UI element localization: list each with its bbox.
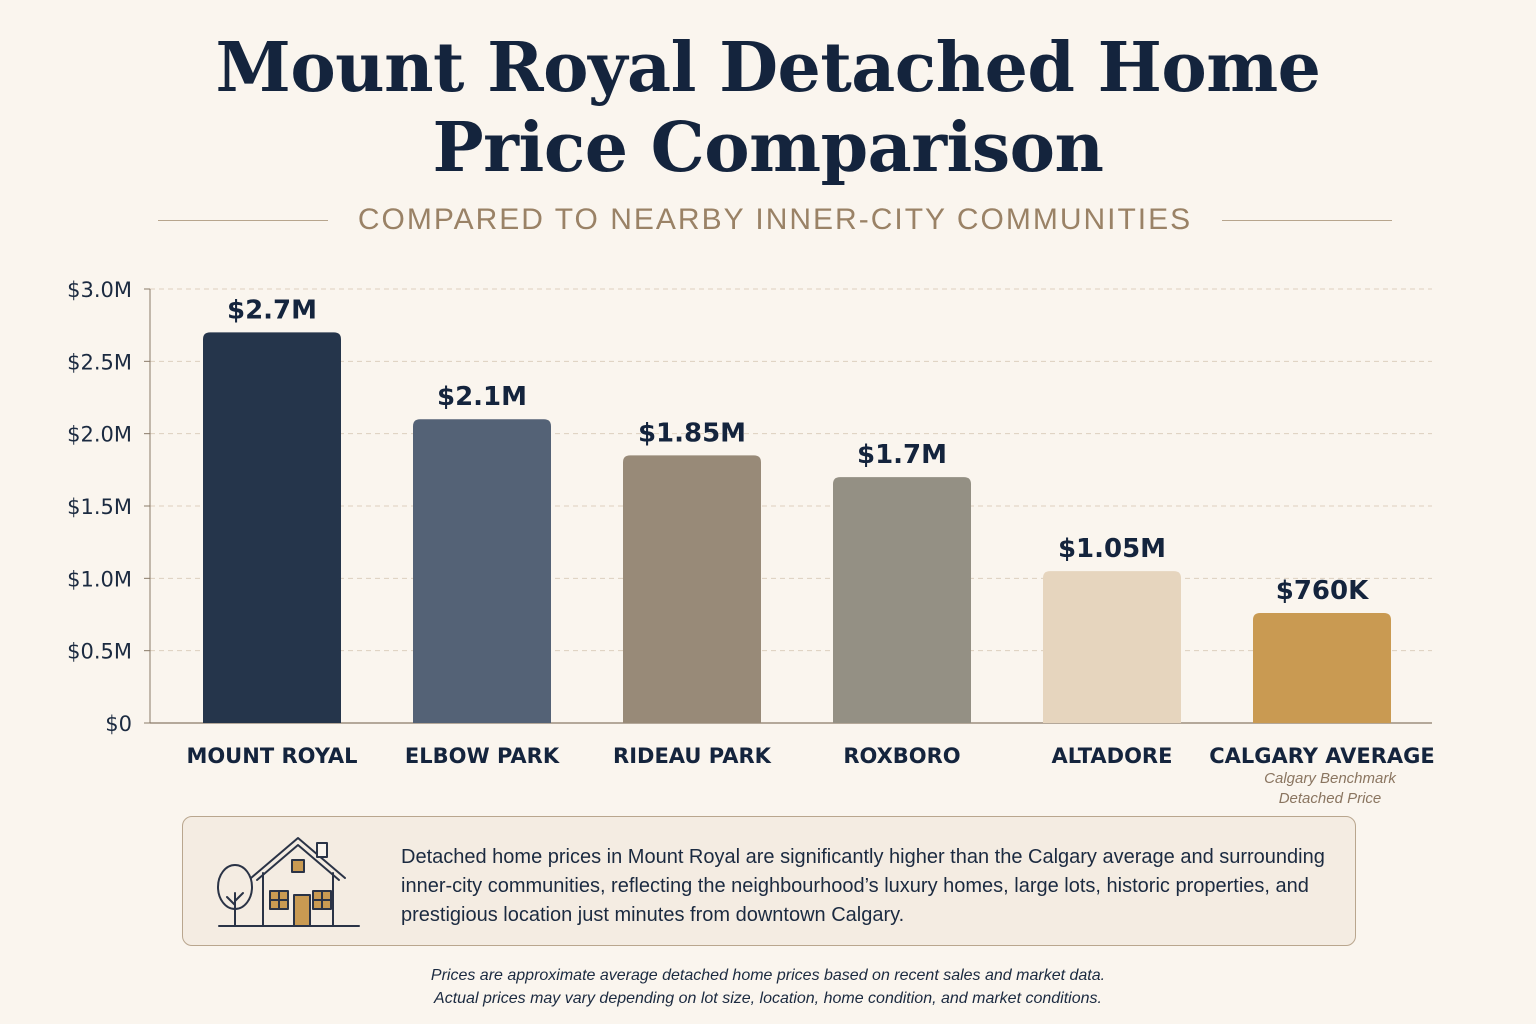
bar	[203, 332, 341, 723]
info-text-line-1: Detached home prices in Mount Royal are …	[401, 846, 1325, 868]
bar	[1043, 571, 1181, 723]
y-tick-label: $3.0M	[67, 278, 132, 302]
y-tick-label: $0	[105, 712, 132, 736]
y-tick-label: $2.0M	[67, 423, 132, 447]
bar-value-label: $760K	[1276, 576, 1369, 606]
chart-subtitle: COMPARED TO NEARBY INNER-CITY COMMUNITIE…	[357, 203, 1193, 236]
info-text-line-3: prestigious location just minutes from d…	[401, 904, 905, 926]
calgary-average-note: Calgary Benchmark Detached Price	[1230, 769, 1430, 809]
house-icon	[217, 837, 360, 927]
title-line-2: Price Comparison	[432, 108, 1104, 188]
bar	[1253, 613, 1391, 723]
info-text-line-2: inner-city communities, reflecting the n…	[401, 875, 1309, 897]
category-label: MOUNT ROYAL	[186, 744, 357, 768]
bar-value-label: $2.1M	[437, 382, 527, 412]
bar-value-label: $2.7M	[227, 295, 317, 325]
info-box: Detached home prices in Mount Royal are …	[182, 816, 1356, 946]
bar	[833, 477, 971, 723]
bar-value-label: $1.85M	[638, 418, 746, 448]
chart-title: Mount Royal Detached Home Price Comparis…	[0, 28, 1536, 188]
footnote-line-2: Actual prices may vary depending on lot …	[434, 990, 1102, 1007]
bar-value-label: $1.05M	[1058, 534, 1166, 564]
calgary-average-note-line-2: Detached Price	[1278, 790, 1382, 807]
category-label: ALTADORE	[1052, 744, 1173, 768]
subtitle-rule-left	[158, 219, 328, 221]
category-label: ELBOW PARK	[405, 744, 560, 768]
category-label: ROXBORO	[843, 744, 960, 768]
title-line-1: Mount Royal Detached Home	[215, 28, 1321, 108]
y-tick-label: $1.5M	[67, 495, 132, 519]
bar	[623, 455, 761, 723]
category-label: CALGARY AVERAGE	[1209, 744, 1435, 768]
bar-value-label: $1.7M	[857, 440, 947, 470]
y-tick-label: $0.5M	[67, 640, 132, 664]
info-text: Detached home prices in Mount Royal are …	[401, 843, 1341, 930]
footnote: Prices are approximate average detached …	[0, 964, 1536, 1010]
subtitle-rule-right	[1222, 219, 1393, 221]
subtitle-row: COMPARED TO NEARBY INNER-CITY COMMUNITIE…	[158, 200, 1393, 240]
category-label: RIDEAU PARK	[613, 744, 772, 768]
calgary-average-note-line-1: Calgary Benchmark	[1264, 770, 1396, 787]
y-tick-label: $1.0M	[67, 567, 132, 591]
bar	[413, 419, 551, 723]
footnote-line-1: Prices are approximate average detached …	[430, 967, 1106, 984]
bar-chart: $0 $0.5M $1.0M $1.5M $2.0M $2.5M $3.0M $2.7M MOU…	[67, 278, 1435, 768]
y-tick-label: $2.5M	[67, 350, 132, 374]
